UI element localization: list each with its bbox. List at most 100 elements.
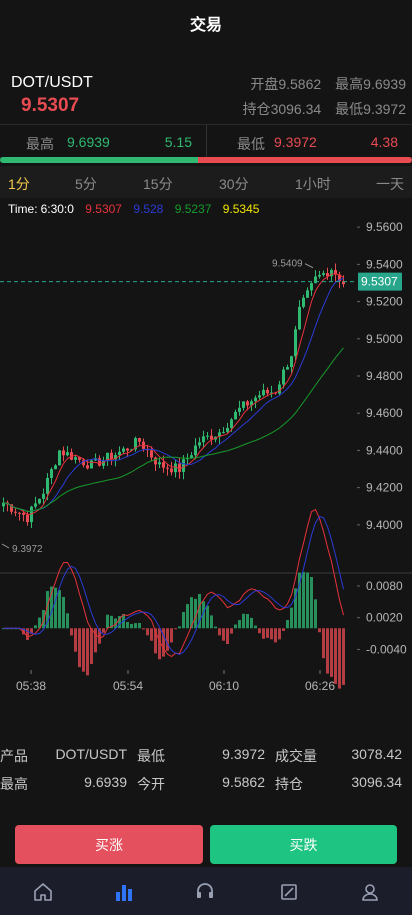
- macd-bar: [274, 628, 277, 643]
- ma-line-red: [3, 273, 344, 516]
- candle-body: [66, 452, 69, 456]
- macd-bar: [242, 613, 245, 629]
- candle-body: [122, 448, 125, 452]
- macd-bar: [94, 628, 97, 653]
- min-price-marker: 9.3972: [12, 544, 43, 555]
- y-tick-label: 9.5400: [366, 257, 403, 271]
- candle-body: [170, 468, 173, 473]
- candle-body: [114, 455, 117, 460]
- candle-body: [106, 452, 109, 461]
- macd-bar: [206, 605, 209, 629]
- macd-bar: [302, 572, 305, 629]
- profile-icon[interactable]: [359, 881, 381, 903]
- high-box: 最高 9.6939 5.15: [0, 125, 206, 157]
- candle-body: [330, 270, 333, 277]
- x-tick-label: 06:26: [305, 679, 335, 693]
- candle-body: [334, 270, 337, 275]
- tab-1d[interactable]: 一天: [376, 176, 404, 192]
- candle-body: [46, 477, 49, 494]
- candle-body: [154, 457, 157, 465]
- candle-body: [78, 457, 81, 460]
- macd-bar: [34, 625, 37, 629]
- candle-body: [234, 411, 237, 420]
- macd-bar: [262, 628, 265, 639]
- buy-down-button[interactable]: 买跌: [210, 825, 397, 864]
- candle-body: [322, 273, 325, 275]
- macd-bar: [134, 623, 137, 629]
- support-icon[interactable]: [194, 881, 216, 903]
- candle-body: [150, 450, 153, 458]
- candle-body: [278, 384, 281, 394]
- stat-key: 最低: [137, 748, 165, 764]
- news-icon[interactable]: [278, 881, 300, 903]
- macd-bar: [50, 586, 53, 629]
- macd-bar: [170, 628, 173, 643]
- macd-bar: [318, 628, 321, 633]
- sell-ratio-fill: [197, 157, 412, 163]
- candle-body: [86, 465, 89, 469]
- tab-15m[interactable]: 15分: [143, 176, 173, 192]
- candle-body: [58, 450, 61, 466]
- market-icon[interactable]: [113, 881, 135, 903]
- macd-bar: [114, 618, 117, 629]
- candle-body: [110, 452, 113, 460]
- macd-bar: [78, 628, 81, 668]
- tab-1h[interactable]: 1小时: [295, 176, 331, 192]
- legend-time-label: Time:: [8, 202, 38, 216]
- macd-bar: [286, 620, 289, 629]
- kline-chart[interactable]: 9.5600 9.5400 9.5200 9.5000 9.4800 9.4600 9.44…: [0, 198, 412, 698]
- last-price: 9.5307: [21, 95, 80, 116]
- candle-body: [226, 427, 229, 432]
- candle-body: [2, 502, 5, 507]
- candle-body: [158, 462, 161, 465]
- macd-bar: [326, 628, 329, 674]
- stat-key: 今开: [137, 776, 165, 792]
- macd-bar: [218, 628, 221, 636]
- buy-sell-ratio-bar: [0, 157, 412, 163]
- tab-30m[interactable]: 30分: [219, 176, 249, 192]
- stats-panel: 产品 DOT/USDT 最低 9.3972 成交量 3078.42 最高 9.6…: [0, 746, 412, 802]
- candle-body: [290, 356, 293, 368]
- candle-body: [218, 432, 221, 437]
- stat-value: DOT/USDT: [55, 746, 127, 762]
- macd-bar: [90, 628, 93, 665]
- candle-body: [82, 459, 85, 466]
- candle-body: [306, 290, 309, 298]
- home-icon[interactable]: [32, 881, 54, 903]
- ticker-row-position-low: 持仓3096.34 最低9.3972: [243, 99, 406, 119]
- macd-bar: [182, 612, 185, 629]
- candle-body: [98, 458, 101, 466]
- candle-body: [302, 297, 305, 307]
- tab-5m[interactable]: 5分: [75, 176, 97, 192]
- macd-bar: [230, 628, 233, 634]
- y-tick-label: 9.4200: [366, 481, 403, 495]
- stat-key: 成交量: [275, 748, 317, 764]
- macd-bar: [126, 622, 129, 629]
- macd-bar: [342, 628, 345, 685]
- macd-bar: [30, 628, 33, 634]
- macd-bar: [38, 617, 41, 629]
- high-label: 最高: [335, 76, 364, 92]
- stat-key: 产品: [0, 748, 28, 764]
- macd-bar: [310, 576, 313, 629]
- macd-bar: [290, 607, 293, 629]
- macd-bar: [62, 596, 65, 629]
- candle-body: [246, 401, 249, 406]
- macd-bar: [306, 572, 309, 629]
- buy-up-button[interactable]: 买涨: [15, 825, 203, 864]
- macd-bar: [334, 628, 337, 684]
- hilo-low-label: 最低: [237, 136, 265, 152]
- macd-bar: [222, 628, 225, 641]
- macd-bar: [190, 597, 193, 629]
- tab-1m[interactable]: 1分: [8, 176, 30, 192]
- candle-body: [178, 463, 181, 472]
- y-tick-label: 9.5200: [366, 295, 403, 309]
- position-value: 3096.34: [270, 101, 322, 117]
- macd-bar: [282, 628, 285, 631]
- page-title: 交易: [189, 17, 222, 34]
- hilo-low-value: 9.3972: [274, 134, 317, 150]
- chart-legend: Time: 6:30:0 9.5307 9.528 9.5237 9.5345: [8, 202, 267, 216]
- max-price-pointer: [304, 263, 314, 269]
- low-box: 最低 9.3972 4.38: [206, 125, 412, 157]
- candle-body: [162, 462, 165, 468]
